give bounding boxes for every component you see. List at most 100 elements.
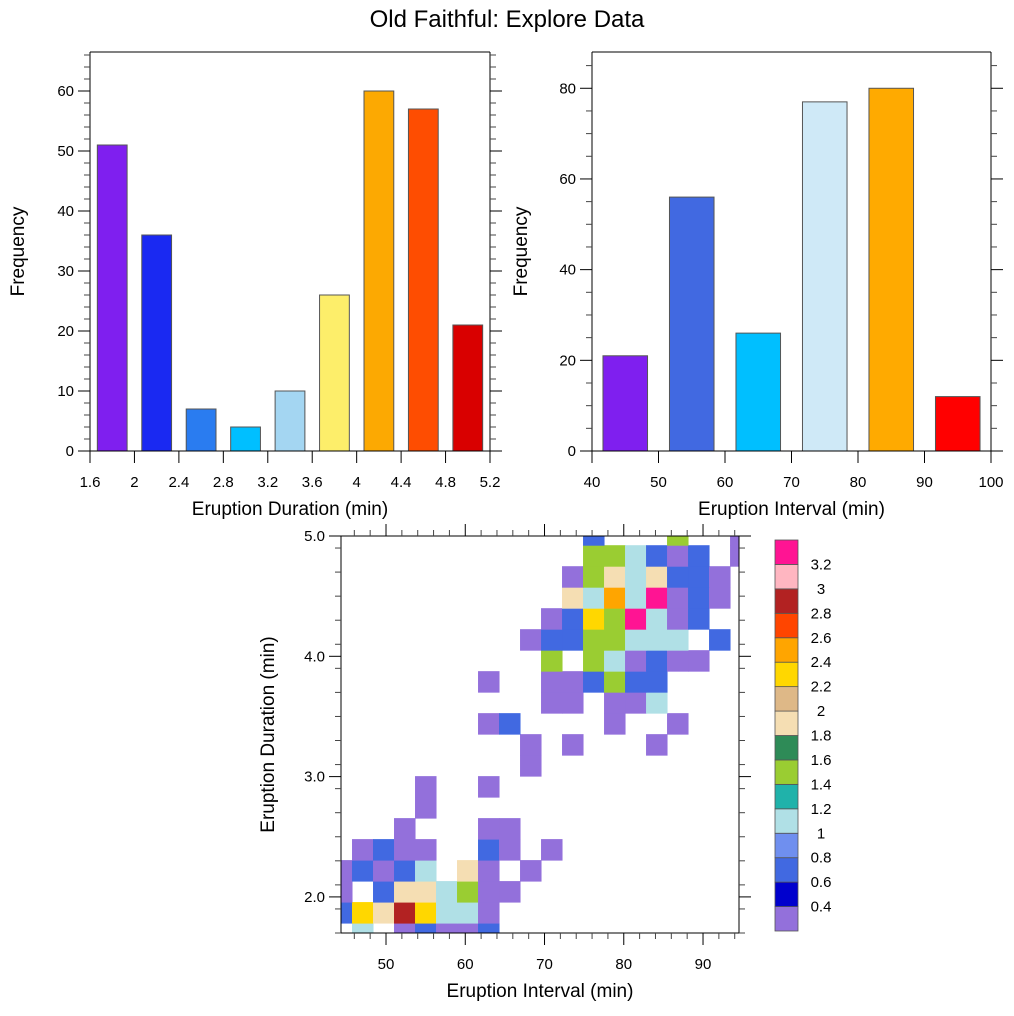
heatmap-cell bbox=[688, 566, 710, 588]
heatmap-cell bbox=[341, 881, 353, 903]
duration-histogram-panel: 0 10 20 30 40 50 60 1.6 2 2.4 2.8 3.2 3.6 4 4.4 4.8 5.2 E… bbox=[8, 51, 502, 520]
colorbar-box bbox=[774, 686, 799, 712]
heatmap-cell bbox=[352, 902, 374, 924]
colorbar-box bbox=[774, 832, 799, 859]
x-axis-title: Eruption Duration (min) bbox=[192, 499, 388, 520]
heatmap-cell bbox=[604, 566, 626, 588]
joint-heatmap-panel: 2.0 3.0 4.0 5.0 50 60 70 80 90 Eruption Interval … bbox=[258, 524, 831, 1002]
y-tick-label: 10 bbox=[57, 383, 74, 400]
heatmap-cell bbox=[667, 536, 689, 546]
colorbar-box bbox=[774, 588, 799, 614]
heatmap-cell bbox=[583, 671, 605, 693]
heatmap-cell bbox=[352, 860, 374, 882]
y-axis-title: Frequency bbox=[511, 206, 532, 296]
heatmap-cell bbox=[415, 797, 437, 819]
x-tick-label: 90 bbox=[916, 474, 933, 491]
heatmap-cell bbox=[688, 587, 710, 609]
heatmap-cell bbox=[415, 881, 437, 903]
heatmap-cell bbox=[688, 545, 710, 567]
heatmap-cell bbox=[436, 881, 458, 903]
heatmap-cell bbox=[499, 839, 521, 861]
y-tick-label: 3.0 bbox=[304, 769, 325, 786]
heatmap-cell bbox=[541, 692, 563, 714]
colorbar-box bbox=[774, 564, 799, 590]
y-tick-label: 40 bbox=[57, 203, 74, 220]
y-tick-label: 40 bbox=[559, 262, 576, 279]
x-tick-label: 1.6 bbox=[80, 474, 101, 491]
y-tick-label: 80 bbox=[559, 80, 576, 97]
x-tick-label: 60 bbox=[717, 474, 734, 491]
heatmap-cell bbox=[667, 650, 689, 672]
heatmap-cell bbox=[394, 839, 416, 861]
x-axis-title: Eruption Interval (min) bbox=[698, 499, 885, 520]
x-tick-label: 90 bbox=[695, 956, 712, 973]
x-tick-label: 100 bbox=[978, 474, 1003, 491]
heatmap-cell bbox=[709, 587, 731, 609]
heatmap-cell bbox=[562, 734, 584, 756]
heatmap-cell bbox=[541, 608, 563, 630]
x-tick-label: 2 bbox=[130, 474, 138, 491]
histogram-bar bbox=[230, 426, 261, 452]
x-tick-label: 70 bbox=[783, 474, 800, 491]
figure-title: Old Faithful: Explore Data bbox=[370, 6, 645, 33]
heatmap-cell bbox=[394, 860, 416, 882]
heatmap-cell bbox=[646, 545, 668, 567]
heatmap-cell bbox=[457, 881, 479, 903]
x-axis-title: Eruption Interval (min) bbox=[447, 981, 634, 1002]
heatmap-cell bbox=[667, 545, 689, 567]
heatmap-cell bbox=[625, 650, 647, 672]
x-tick-label: 2.4 bbox=[168, 474, 189, 491]
x-tick-label: 80 bbox=[850, 474, 867, 491]
colorbar-label: 2.8 bbox=[811, 605, 832, 622]
x-tick-label: 2.8 bbox=[213, 474, 234, 491]
heatmap-cell bbox=[562, 671, 584, 693]
heatmap-cell bbox=[730, 545, 740, 567]
heatmap-cell bbox=[562, 587, 584, 609]
y-tick-label: 20 bbox=[559, 352, 576, 369]
histogram-bar bbox=[602, 355, 649, 452]
heatmap-cell bbox=[352, 923, 374, 934]
heatmap-cell bbox=[478, 923, 500, 934]
colorbar-label: 0.8 bbox=[811, 850, 832, 867]
heatmap-cell bbox=[520, 860, 542, 882]
heatmap-cell bbox=[604, 713, 626, 735]
heatmap-cell bbox=[499, 713, 521, 735]
colorbar-label: 1.2 bbox=[811, 801, 832, 818]
heatmap-cell bbox=[415, 902, 437, 924]
histogram-bar bbox=[141, 234, 173, 452]
colorbar: 0.4 0.6 0.8 1 1.2 1.4 1.6 1.8 2 2.2 2.4 2.6 2.8 3 3.2 bbox=[774, 539, 832, 932]
x-tick-label: 5.2 bbox=[480, 474, 501, 491]
heatmap-cell bbox=[709, 566, 731, 588]
heatmap-cell bbox=[520, 629, 542, 651]
heatmap-cell bbox=[341, 902, 353, 924]
heatmap-cell bbox=[583, 545, 605, 567]
x-tick-label: 50 bbox=[650, 474, 667, 491]
heatmap-cell bbox=[604, 608, 626, 630]
heatmap-cell bbox=[541, 671, 563, 693]
heatmap-cell bbox=[625, 692, 647, 714]
y-tick-label: 5.0 bbox=[304, 528, 325, 545]
heatmap-cell bbox=[520, 755, 542, 777]
y-tick-label: 20 bbox=[57, 323, 74, 340]
heatmap-cell bbox=[688, 650, 710, 672]
heatmap-cell bbox=[625, 671, 647, 693]
colorbar-box bbox=[774, 759, 799, 785]
heatmap-cell bbox=[667, 566, 689, 588]
histogram-bar bbox=[319, 294, 350, 452]
heatmap-cell bbox=[688, 608, 710, 630]
histogram-bar bbox=[185, 408, 217, 452]
heatmap-cell bbox=[499, 818, 521, 840]
x-tick-label: 70 bbox=[536, 956, 553, 973]
heatmap-cell bbox=[478, 818, 500, 840]
heatmap-cell bbox=[394, 902, 416, 924]
x-tick-label: 3.6 bbox=[302, 474, 323, 491]
colorbar-label: 1.8 bbox=[811, 728, 832, 745]
heatmap-cell bbox=[478, 671, 500, 693]
heatmap-cell bbox=[478, 902, 500, 924]
y-tick-label: 2.0 bbox=[304, 889, 325, 906]
x-tick-label: 50 bbox=[378, 956, 395, 973]
heatmap-cell bbox=[373, 839, 395, 861]
heatmap-cell bbox=[394, 881, 416, 903]
heatmap-cell bbox=[562, 566, 584, 588]
heatmap-cell bbox=[667, 587, 689, 609]
